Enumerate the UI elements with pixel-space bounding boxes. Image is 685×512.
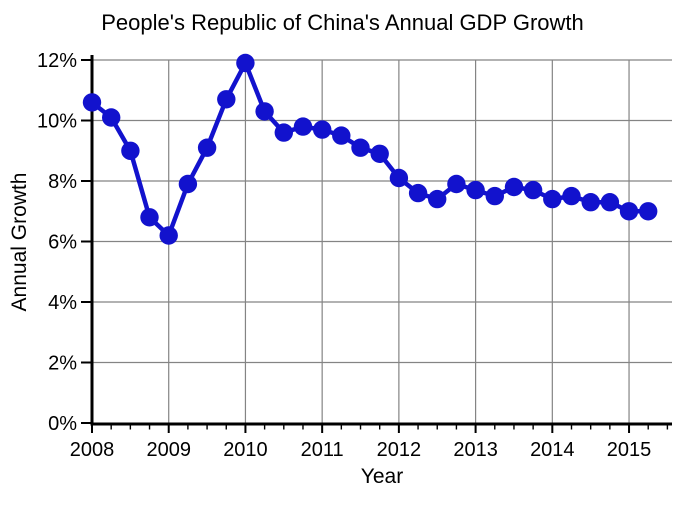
y-tick-label: 2% [48, 353, 77, 375]
data-point [523, 180, 543, 200]
data-point [466, 180, 485, 200]
y-tick-label: 0% [48, 413, 77, 435]
data-point [197, 138, 217, 157]
data-point [389, 168, 409, 188]
y-tick-label: 8% [48, 171, 77, 193]
data-point [293, 117, 313, 136]
y-tick-label: 12% [37, 50, 77, 72]
y-tick-label: 4% [48, 292, 77, 314]
data-point [121, 141, 140, 160]
data-point [332, 126, 351, 145]
data-point [140, 208, 159, 227]
data-point [408, 183, 428, 203]
data-point [485, 186, 504, 206]
y-tick-label: 6% [48, 232, 77, 254]
x-tick-label: 2015 [607, 439, 652, 461]
data-point [178, 174, 198, 194]
data-point [562, 186, 581, 206]
data-point [428, 189, 447, 209]
data-point [351, 138, 370, 157]
x-tick-label: 2009 [146, 439, 191, 461]
data-point [217, 90, 236, 109]
x-tick-label: 2013 [453, 439, 498, 461]
data-point [639, 202, 658, 221]
data-point [255, 102, 274, 121]
x-axis-label: Year [360, 465, 404, 488]
data-point [543, 189, 562, 209]
data-point [447, 174, 466, 194]
data-point [236, 53, 255, 73]
x-tick-label: 2008 [70, 439, 115, 461]
data-point [102, 108, 121, 127]
data-point [504, 177, 524, 197]
data-point [581, 193, 600, 212]
data-point [159, 226, 178, 245]
data-point [82, 93, 102, 112]
data-point [600, 193, 620, 212]
x-tick-label: 2011 [301, 439, 344, 461]
x-tick-label: 2014 [530, 439, 575, 461]
y-tick-label: 10% [37, 111, 77, 133]
data-point [274, 123, 293, 142]
chart-title: People's Republic of China's Annual GDP … [101, 10, 584, 35]
data-point [619, 202, 639, 221]
x-tick-label: 2010 [223, 439, 268, 461]
data-line [89, 60, 651, 238]
data-point [313, 120, 332, 139]
data-point [370, 144, 389, 163]
x-tick-label: 2012 [377, 439, 422, 461]
